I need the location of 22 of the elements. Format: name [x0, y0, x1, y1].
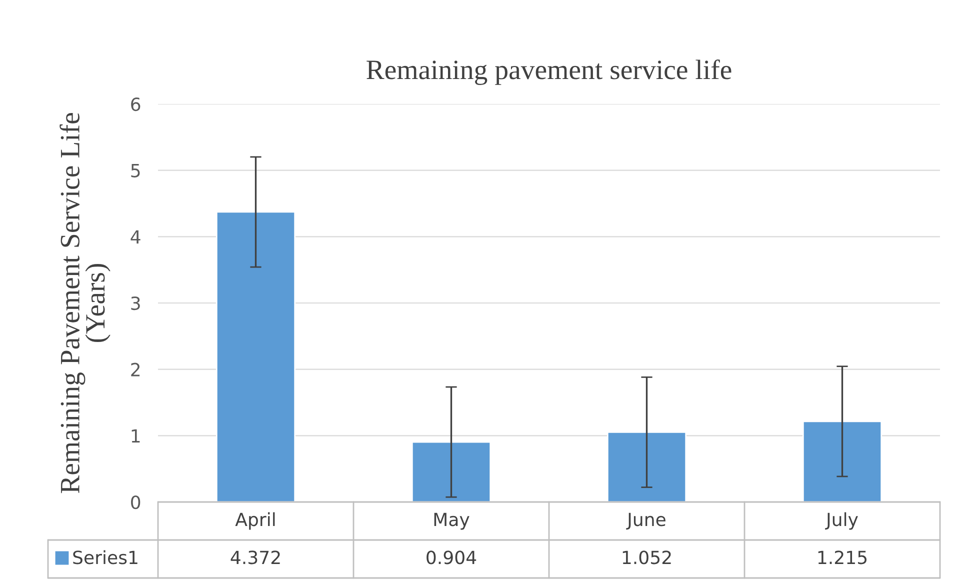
bar	[411, 441, 492, 502]
x-tick-label: April	[235, 512, 275, 530]
y-tick-label: 2	[131, 362, 140, 376]
y-tick-label: 6	[131, 97, 140, 112]
bar	[606, 432, 687, 502]
x-tick-label: July	[825, 512, 858, 530]
x-tick-label: May	[434, 512, 470, 530]
data-label: 0.904	[426, 550, 476, 564]
bar	[802, 420, 882, 502]
data-label: 4.372	[230, 550, 280, 564]
y-axis-title: Remaining Pavement Service Life (Years)	[60, 113, 110, 494]
y-tick-label: 1	[132, 429, 140, 443]
y-tick-label: 5	[131, 164, 140, 178]
chart-title: Remaining pavement service life	[366, 59, 732, 85]
y-tick-label: 3	[131, 296, 140, 310]
data-label: 1.215	[818, 550, 867, 564]
legend-label: Series1	[73, 550, 138, 564]
bar	[216, 211, 296, 502]
data-label: 1.052	[622, 550, 671, 564]
x-tick-label: June	[626, 512, 666, 530]
y-tick-label: 0	[131, 495, 140, 510]
y-tick-label: 4	[130, 230, 140, 244]
